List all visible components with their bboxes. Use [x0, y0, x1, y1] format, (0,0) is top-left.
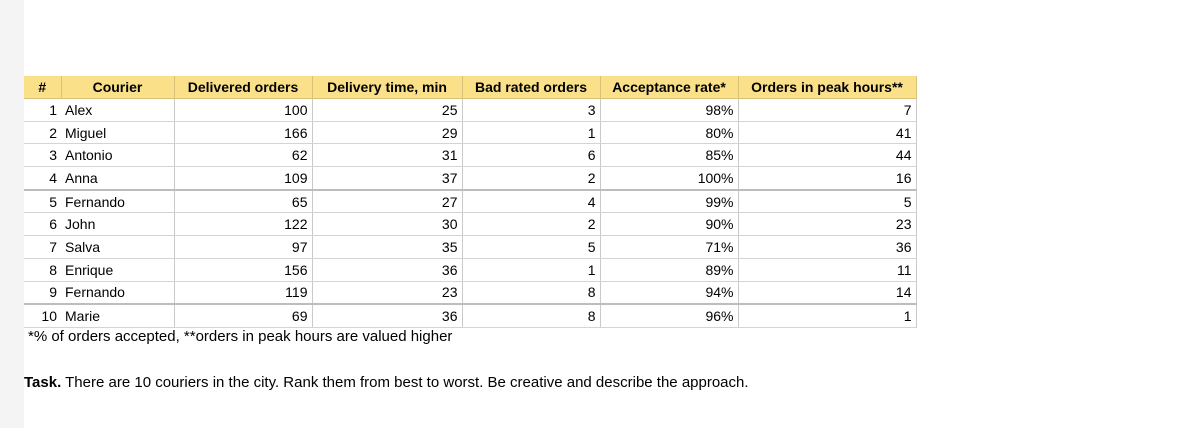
row-index: 5: [24, 189, 61, 214]
task-description: Task. There are 10 couriers in the city.…: [24, 374, 749, 391]
bad-rated-orders-cell: 8: [462, 304, 601, 328]
courier-name: Fernando: [61, 189, 175, 214]
row-index: 9: [24, 281, 61, 306]
table-header-row: # Courier Delivered orders Delivery time…: [24, 76, 917, 99]
delivery-time-cell: 36: [312, 304, 463, 328]
header-delivery-time: Delivery time, min: [312, 76, 463, 99]
left-margin-strip: [0, 0, 24, 428]
bad-rated-orders-cell: 5: [462, 235, 601, 259]
task-text: There are 10 couriers in the city. Rank …: [61, 374, 749, 391]
delivery-time-cell: 36: [312, 258, 463, 282]
delivery-time-cell: 25: [312, 98, 463, 122]
courier-name: Enrique: [61, 258, 175, 282]
delivered-orders-cell: 62: [174, 143, 313, 168]
peak-hour-orders-cell: 1: [738, 304, 917, 328]
table-footnote: *% of orders accepted, **orders in peak …: [28, 328, 453, 345]
peak-hour-orders-cell: 5: [738, 189, 917, 214]
row-index: 8: [24, 258, 61, 282]
row-index: 4: [24, 166, 61, 191]
acceptance-rate-cell: 98%: [600, 98, 739, 122]
acceptance-rate-cell: 71%: [600, 235, 739, 259]
table-row: 8 Enrique 156 36 1 89% 11: [24, 258, 917, 282]
delivered-orders-cell: 166: [174, 121, 313, 145]
delivery-time-cell: 30: [312, 212, 463, 237]
header-acceptance-rate: Acceptance rate*: [600, 76, 739, 99]
table-row: 10 Marie 69 36 8 96% 1: [24, 304, 917, 328]
peak-hour-orders-cell: 16: [738, 166, 917, 191]
peak-hour-orders-cell: 41: [738, 121, 917, 145]
bad-rated-orders-cell: 8: [462, 281, 601, 306]
courier-name: Anna: [61, 166, 175, 191]
bad-rated-orders-cell: 2: [462, 212, 601, 237]
delivered-orders-cell: 100: [174, 98, 313, 122]
delivered-orders-cell: 109: [174, 166, 313, 191]
acceptance-rate-cell: 89%: [600, 258, 739, 282]
couriers-table: # Courier Delivered orders Delivery time…: [24, 76, 917, 328]
bad-rated-orders-cell: 1: [462, 121, 601, 145]
table-row: 9 Fernando 119 23 8 94% 14: [24, 281, 917, 306]
task-label: Task.: [24, 374, 62, 391]
bad-rated-orders-cell: 6: [462, 143, 601, 168]
courier-name: Salva: [61, 235, 175, 259]
table-row: 7 Salva 97 35 5 71% 36: [24, 235, 917, 259]
delivery-time-cell: 23: [312, 281, 463, 306]
delivery-time-cell: 27: [312, 189, 463, 214]
delivered-orders-cell: 97: [174, 235, 313, 259]
row-index: 3: [24, 143, 61, 168]
bad-rated-orders-cell: 2: [462, 166, 601, 191]
row-index: 1: [24, 98, 61, 122]
acceptance-rate-cell: 99%: [600, 189, 739, 214]
peak-hour-orders-cell: 44: [738, 143, 917, 168]
header-bad-rated-orders: Bad rated orders: [462, 76, 601, 99]
delivered-orders-cell: 69: [174, 304, 313, 328]
courier-name: Marie: [61, 304, 175, 328]
bad-rated-orders-cell: 4: [462, 189, 601, 214]
bad-rated-orders-cell: 1: [462, 258, 601, 282]
peak-hour-orders-cell: 23: [738, 212, 917, 237]
header-peak-hour-orders: Orders in peak hours**: [738, 76, 917, 99]
row-index: 10: [24, 304, 61, 328]
delivered-orders-cell: 122: [174, 212, 313, 237]
courier-name: Fernando: [61, 281, 175, 306]
table-row: 6 John 122 30 2 90% 23: [24, 212, 917, 237]
delivered-orders-cell: 65: [174, 189, 313, 214]
acceptance-rate-cell: 100%: [600, 166, 739, 191]
table-row: 2 Miguel 166 29 1 80% 41: [24, 121, 917, 145]
bad-rated-orders-cell: 3: [462, 98, 601, 122]
header-delivered-orders: Delivered orders: [174, 76, 313, 99]
peak-hour-orders-cell: 36: [738, 235, 917, 259]
courier-name: John: [61, 212, 175, 237]
delivery-time-cell: 31: [312, 143, 463, 168]
table-row: 4 Anna 109 37 2 100% 16: [24, 166, 917, 191]
delivered-orders-cell: 119: [174, 281, 313, 306]
peak-hour-orders-cell: 14: [738, 281, 917, 306]
table-row: 1 Alex 100 25 3 98% 7: [24, 98, 917, 122]
delivered-orders-cell: 156: [174, 258, 313, 282]
peak-hour-orders-cell: 11: [738, 258, 917, 282]
acceptance-rate-cell: 96%: [600, 304, 739, 328]
delivery-time-cell: 37: [312, 166, 463, 191]
acceptance-rate-cell: 94%: [600, 281, 739, 306]
row-index: 7: [24, 235, 61, 259]
courier-name: Antonio: [61, 143, 175, 168]
acceptance-rate-cell: 85%: [600, 143, 739, 168]
acceptance-rate-cell: 80%: [600, 121, 739, 145]
delivery-time-cell: 35: [312, 235, 463, 259]
delivery-time-cell: 29: [312, 121, 463, 145]
header-index: #: [24, 76, 62, 99]
table-row: 5 Fernando 65 27 4 99% 5: [24, 189, 917, 214]
acceptance-rate-cell: 90%: [600, 212, 739, 237]
header-courier: Courier: [61, 76, 175, 99]
row-index: 2: [24, 121, 61, 145]
peak-hour-orders-cell: 7: [738, 98, 917, 122]
courier-name: Miguel: [61, 121, 175, 145]
table-row: 3 Antonio 62 31 6 85% 44: [24, 143, 917, 168]
courier-name: Alex: [61, 98, 175, 122]
row-index: 6: [24, 212, 61, 237]
